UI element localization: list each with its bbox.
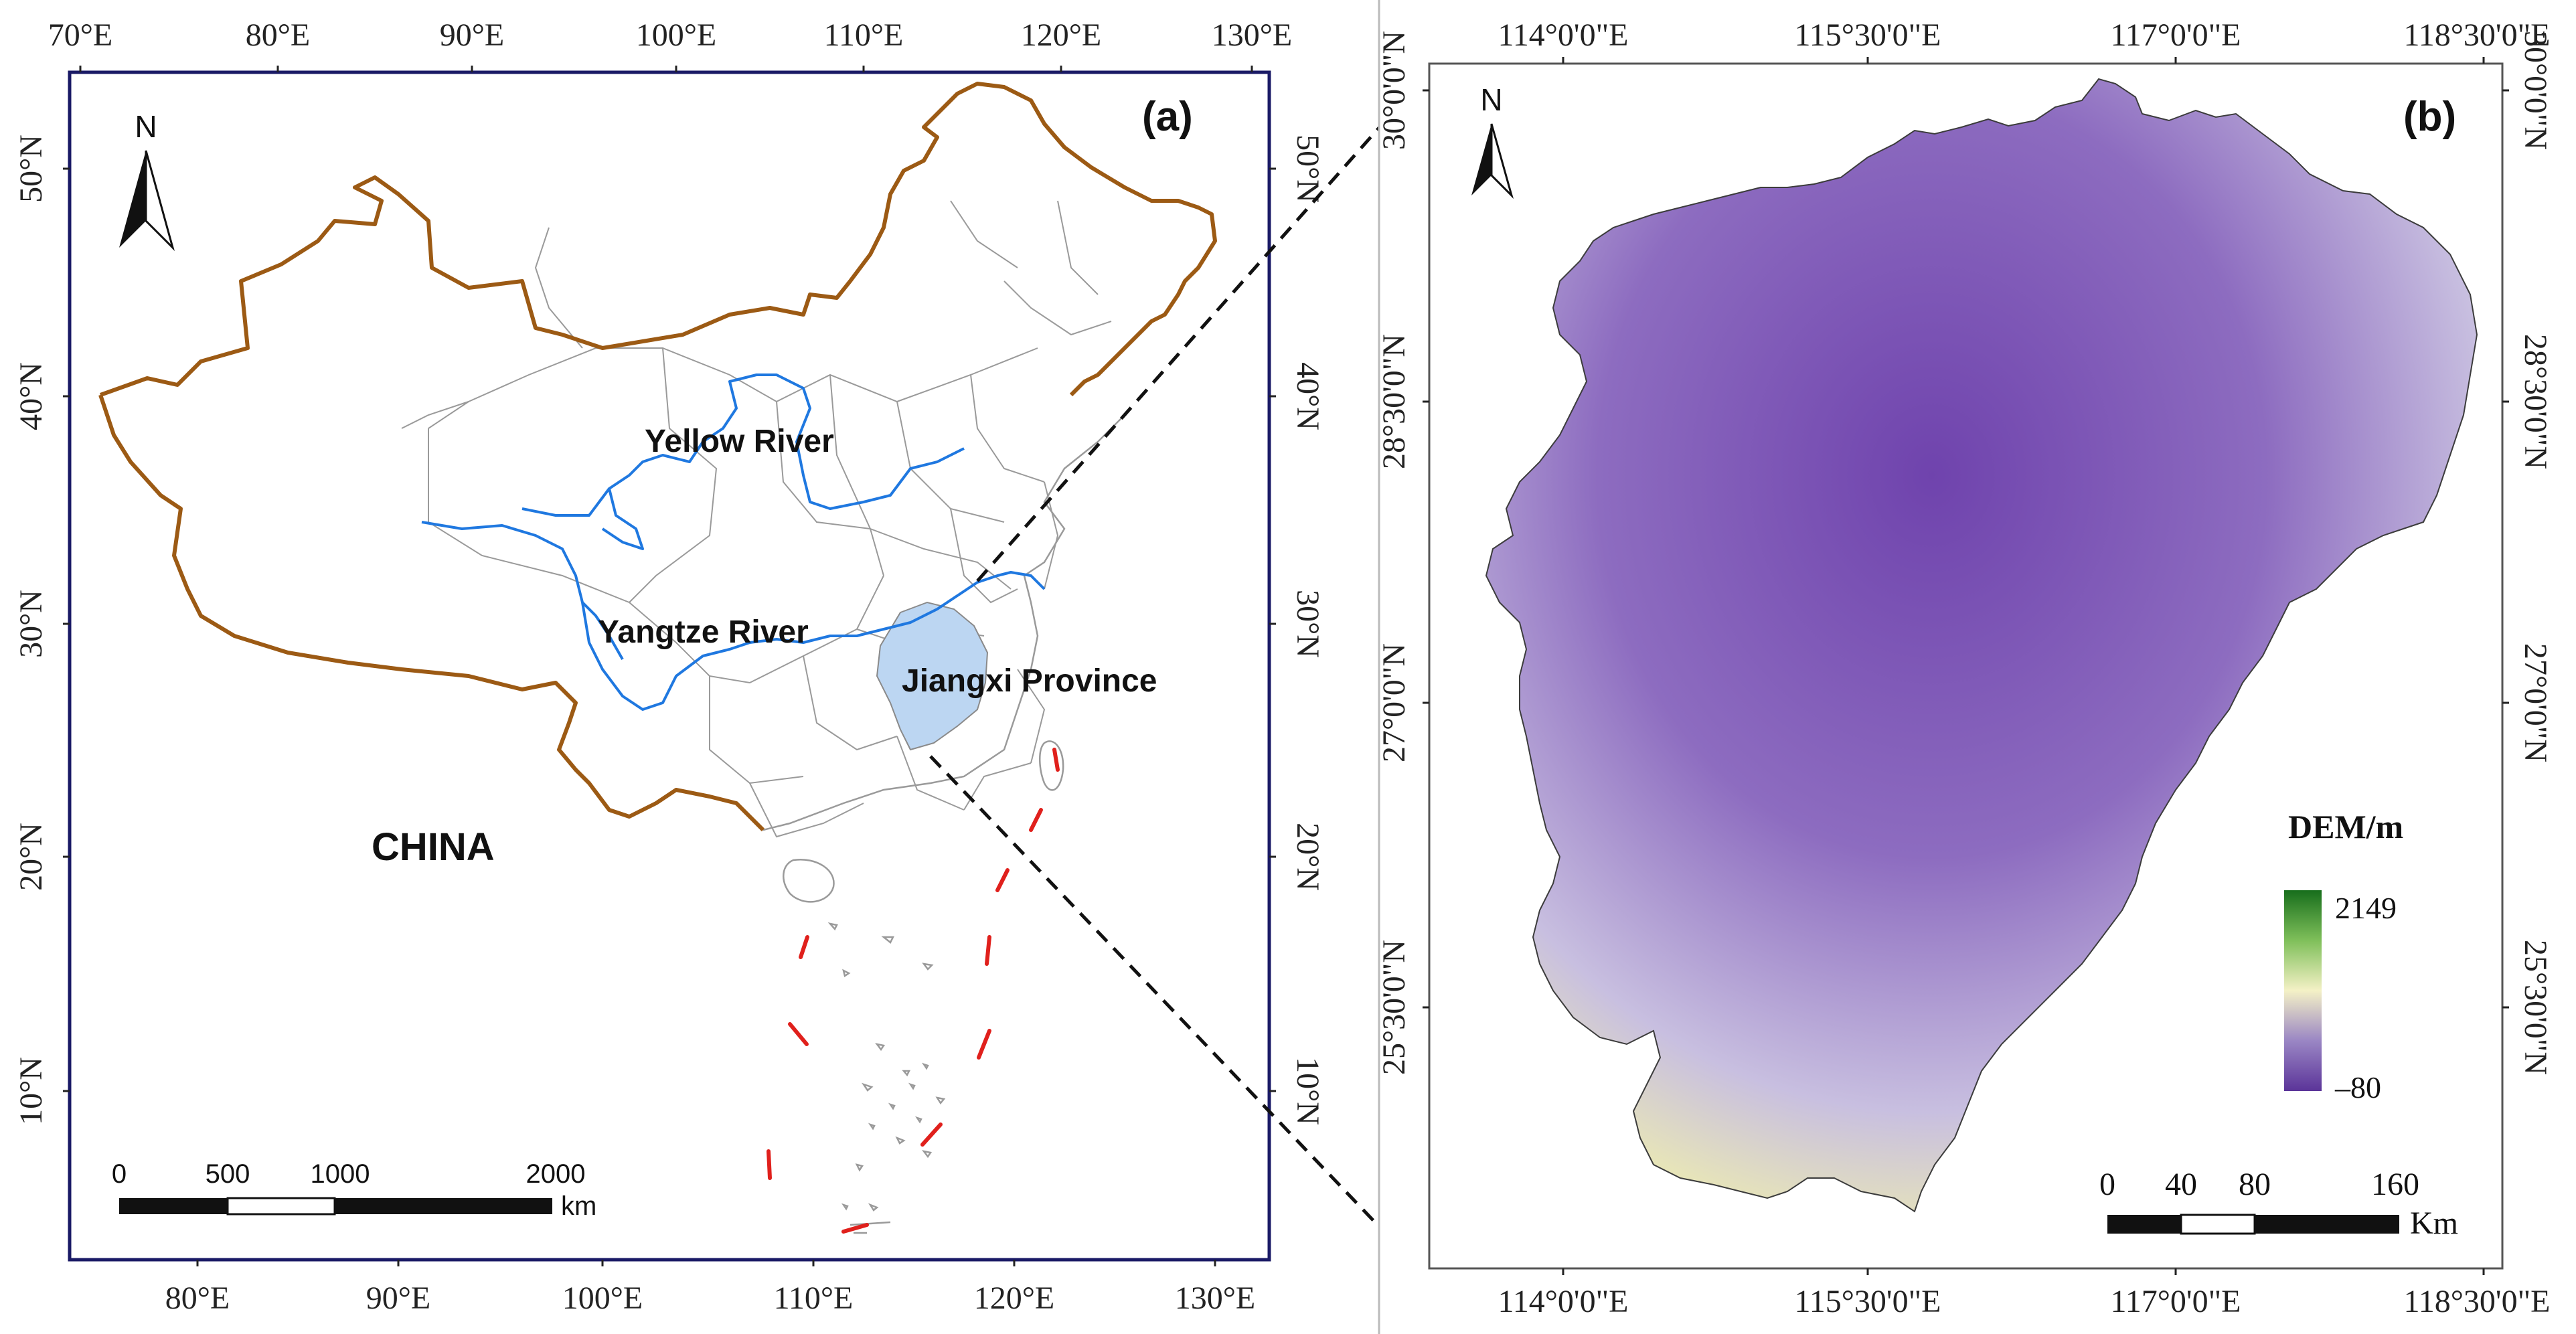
china-border-south-west	[98, 394, 765, 832]
scale-bar-b: 0 40 80 160 Km	[2099, 1167, 2458, 1241]
b-scale-tick-80: 80	[2239, 1167, 2271, 1202]
yellow-river-label: Yellow River	[645, 424, 834, 459]
b-tick-left-27: 27°0'0"N	[1376, 643, 1412, 762]
tick-top-70e: 70°E	[48, 17, 113, 53]
panel-a: 70°E 80°E 90°E 100°E 110°E 120°E 130°E 8…	[13, 17, 1437, 1316]
b-tick-top-118-30: 118°30'0"E	[2404, 17, 2551, 53]
b-scale-unit: Km	[2410, 1205, 2458, 1241]
panel-a-bottom-ticks: 80°E 90°E 100°E 110°E 120°E 130°E	[165, 1260, 1256, 1316]
tick-top-90e: 90°E	[440, 17, 505, 53]
dem-legend-max: 2149	[2335, 891, 2397, 925]
b-tick-bottom-117: 117°0'0"E	[2111, 1284, 2241, 1319]
tick-right-40n: 40°N	[1290, 362, 1325, 430]
tick-bottom-80e: 80°E	[165, 1280, 230, 1316]
north-label-b: N	[1480, 82, 1502, 117]
b-tick-right-30: 30°0'0"N	[2518, 31, 2553, 150]
tick-left-10n: 10°N	[13, 1057, 49, 1125]
b-scale-tick-0: 0	[2099, 1167, 2115, 1202]
b-tick-bottom-118-30: 118°30'0"E	[2404, 1284, 2551, 1319]
tick-top-130e: 130°E	[1212, 17, 1293, 53]
tick-bottom-90e: 90°E	[366, 1280, 431, 1316]
panel-b-right-ticks: 30°0'0"N 28°30'0"N 27°0'0"N 25°30'0"N	[2502, 31, 2553, 1075]
b-tick-left-28-30: 28°30'0"N	[1376, 334, 1412, 469]
tick-left-20n: 20°N	[13, 823, 49, 891]
tick-right-30n: 30°N	[1290, 590, 1325, 658]
yellow-river	[521, 373, 965, 517]
panel-b-bottom-ticks: 114°0'0"E 115°30'0"E 117°0'0"E 118°30'0"…	[1498, 1268, 2551, 1319]
dem-legend-min: –80	[2334, 1070, 2381, 1104]
nine-dash-line	[767, 748, 1060, 1234]
jiangxi-province-label: Jiangxi Province	[902, 663, 1157, 699]
tick-right-20n: 20°N	[1290, 823, 1325, 891]
province-boundaries	[401, 200, 1112, 838]
b-scale-tick-160: 160	[2371, 1167, 2419, 1202]
b-tick-bottom-114: 114°0'0"E	[1498, 1284, 1629, 1319]
north-label: N	[135, 109, 157, 144]
panel-a-top-ticks: 70°E 80°E 90°E 100°E 110°E 120°E 130°E	[48, 17, 1293, 72]
yangtze-river-label: Yangtze River	[598, 614, 809, 650]
tick-left-30n: 30°N	[13, 590, 49, 658]
dem-legend: DEM/m 2149 –80	[2284, 808, 2403, 1104]
panel-a-tag: (a)	[1142, 94, 1193, 140]
panel-a-left-ticks: 50°N 40°N 30°N 20°N 10°N	[13, 135, 70, 1125]
panel-b-left-ticks: 30°0'0"N 28°30'0"N 27°0'0"N 25°30'0"N	[1376, 31, 1429, 1075]
china-label: CHINA	[372, 825, 495, 869]
china-coast	[762, 414, 1125, 1234]
dem-legend-title: DEM/m	[2288, 808, 2403, 845]
tick-right-50n: 50°N	[1290, 135, 1325, 203]
b-tick-bottom-115-30: 115°30'0"E	[1795, 1284, 1941, 1319]
b-tick-right-25-30: 25°30'0"N	[2518, 940, 2553, 1075]
tick-top-100e: 100°E	[636, 17, 717, 53]
panel-a-right-ticks: 50°N 40°N 30°N 20°N 10°N	[1269, 135, 1325, 1125]
panel-b-tag: (b)	[2403, 94, 2456, 140]
scale-bar: 0 500 1000 2000 km	[112, 1159, 596, 1221]
b-tick-top-114: 114°0'0"E	[1498, 17, 1629, 53]
tick-bottom-100e: 100°E	[562, 1280, 643, 1316]
b-tick-left-25-30: 25°30'0"N	[1376, 940, 1412, 1075]
north-arrow-icon: N	[119, 109, 175, 252]
b-tick-top-115-30: 115°30'0"E	[1795, 17, 1941, 53]
jiangxi-dem	[1485, 78, 2478, 1213]
yangtze-river	[421, 521, 1046, 711]
panel-b: 114°0'0"E 115°30'0"E 117°0'0"E 118°30'0"…	[1376, 0, 2576, 1334]
tick-top-110e: 110°E	[824, 17, 904, 53]
jiangxi-province-shape	[876, 601, 989, 751]
yellow-river-loop	[601, 488, 644, 550]
yangtze-tributary	[581, 601, 624, 660]
panel-b-top-ticks: 114°0'0"E 115°30'0"E 117°0'0"E 118°30'0"…	[1498, 17, 2551, 64]
b-tick-right-27: 27°0'0"N	[2518, 643, 2553, 762]
scale-unit: km	[561, 1191, 596, 1221]
b-scale-tick-40: 40	[2165, 1167, 2197, 1202]
scale-tick-0: 0	[112, 1159, 127, 1189]
north-arrow-icon: N	[1471, 82, 1514, 199]
rivers	[421, 373, 1046, 711]
b-tick-top-117: 117°0'0"E	[2111, 17, 2241, 53]
zoom-connectors	[929, 62, 1437, 1266]
china-border	[99, 82, 1217, 397]
tick-left-50n: 50°N	[13, 135, 49, 203]
dem-color-ramp	[2284, 890, 2322, 1091]
tick-top-120e: 120°E	[1021, 17, 1102, 53]
scale-tick-1000: 1000	[311, 1159, 370, 1189]
tick-bottom-110e: 110°E	[774, 1280, 854, 1316]
tick-right-10n: 10°N	[1290, 1057, 1325, 1125]
tick-top-80e: 80°E	[246, 17, 311, 53]
scale-tick-500: 500	[206, 1159, 250, 1189]
tick-bottom-120e: 120°E	[974, 1280, 1055, 1316]
tick-left-40n: 40°N	[13, 362, 49, 430]
b-tick-left-30: 30°0'0"N	[1376, 31, 1412, 150]
tick-bottom-130e: 130°E	[1175, 1280, 1256, 1316]
scale-tick-2000: 2000	[526, 1159, 586, 1189]
b-tick-right-28-30: 28°30'0"N	[2518, 334, 2553, 469]
